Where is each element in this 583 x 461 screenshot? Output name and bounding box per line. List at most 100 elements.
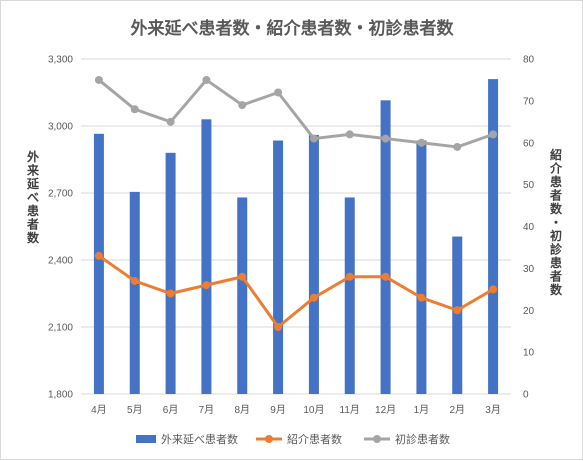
right-tick-label: 10 bbox=[523, 348, 535, 359]
chart-title: 外来延べ患者数・紹介患者数・初診患者数 bbox=[131, 18, 455, 39]
series-point-2 bbox=[417, 138, 426, 147]
x-tick-label: 10月 bbox=[303, 404, 324, 416]
axis-title-char: 者 bbox=[549, 188, 562, 203]
series-point-2 bbox=[94, 75, 103, 84]
series-point-2 bbox=[309, 134, 318, 143]
x-tick-label: 8月 bbox=[234, 404, 250, 416]
bar-outpatient bbox=[165, 152, 176, 394]
left-tick-label: 2,700 bbox=[48, 189, 73, 200]
right-tick-label: 80 bbox=[523, 55, 535, 66]
series-point-1 bbox=[417, 293, 426, 302]
legend: 外来延べ患者数 紹介患者数 初診患者数 bbox=[136, 432, 450, 446]
axis-title-char: 延 bbox=[26, 176, 40, 191]
series-point-1 bbox=[309, 293, 318, 302]
series-point-2 bbox=[238, 101, 247, 110]
series-point-1 bbox=[166, 289, 175, 298]
axis-title-char: べ bbox=[27, 191, 39, 205]
bar-outpatient bbox=[488, 79, 499, 394]
bar-outpatient bbox=[416, 140, 427, 394]
right-tick-label: 40 bbox=[523, 222, 535, 233]
x-tick-label: 7月 bbox=[199, 404, 215, 416]
series-point-1 bbox=[381, 272, 390, 281]
bar-outpatient bbox=[452, 236, 463, 394]
series-point-2 bbox=[166, 117, 175, 126]
series-point-2 bbox=[453, 142, 462, 151]
axis-title-char: 患 bbox=[550, 255, 562, 270]
series-point-1 bbox=[94, 251, 103, 260]
series-point-1 bbox=[202, 281, 211, 290]
left-tick-label: 1,800 bbox=[48, 390, 73, 401]
right-tick-label: 70 bbox=[523, 96, 535, 107]
right-tick-label: 60 bbox=[523, 138, 535, 149]
y-right-axis-title: 紹介患者数・初診患者数 bbox=[549, 147, 563, 297]
bar-outpatient bbox=[237, 197, 248, 394]
legend-swatch-marker bbox=[373, 435, 381, 443]
series-point-2 bbox=[274, 88, 283, 97]
x-tick-label: 4月 bbox=[91, 404, 107, 416]
bar-outpatient bbox=[380, 100, 391, 395]
series-point-1 bbox=[345, 272, 354, 281]
legend-label: 外来延べ患者数 bbox=[161, 433, 238, 446]
line-series bbox=[94, 75, 498, 331]
bar-outpatient bbox=[273, 140, 284, 394]
axis-title-char: 紹 bbox=[550, 147, 562, 162]
right-axis-ticks: 0 10 20 30 40 50 60 70 80 bbox=[523, 55, 535, 401]
bar-outpatient bbox=[201, 119, 212, 395]
right-tick-label: 50 bbox=[523, 180, 535, 191]
legend-label: 初診患者数 bbox=[395, 432, 450, 446]
bar-outpatient bbox=[308, 134, 319, 394]
series-point-1 bbox=[130, 276, 139, 285]
x-tick-label: 6月 bbox=[163, 404, 179, 416]
x-tick-label: 11月 bbox=[340, 404, 360, 416]
x-tick-label: 12月 bbox=[375, 404, 396, 416]
x-axis-ticks: 4月 5月 6月 7月 8月 9月 10月 11月 12月 1月 2月 3月 bbox=[91, 404, 501, 416]
axis-title-char: 数 bbox=[550, 201, 563, 216]
series-line-2 bbox=[97, 78, 494, 149]
axis-title-char: ・ bbox=[550, 216, 562, 230]
bar-outpatient bbox=[129, 191, 140, 394]
axis-title-char: 数 bbox=[27, 230, 40, 245]
series-point-2 bbox=[345, 130, 354, 139]
x-tick-label: 3月 bbox=[485, 404, 501, 416]
x-tick-label: 9月 bbox=[270, 404, 286, 416]
x-tick-label: 1月 bbox=[414, 404, 430, 416]
series-point-2 bbox=[130, 105, 139, 114]
y-left-axis-title: 外来延べ患者数 bbox=[26, 149, 40, 245]
left-tick-label: 2,100 bbox=[48, 323, 73, 334]
series-point-2 bbox=[381, 134, 390, 143]
axis-title-char: 初 bbox=[550, 228, 562, 243]
right-tick-label: 20 bbox=[523, 306, 535, 317]
left-tick-label: 2,400 bbox=[48, 256, 73, 267]
grid-lines bbox=[81, 58, 511, 395]
left-tick-label: 3,000 bbox=[48, 122, 73, 133]
axis-title-char: 外 bbox=[27, 149, 39, 164]
bar-outpatient bbox=[344, 197, 355, 394]
right-tick-label: 30 bbox=[523, 264, 535, 275]
axis-title-char: 者 bbox=[549, 269, 562, 284]
axis-title-char: 診 bbox=[550, 242, 563, 257]
axis-title-char: 患 bbox=[27, 203, 39, 218]
legend-swatch-bar bbox=[136, 435, 156, 443]
series-line-1 bbox=[98, 254, 494, 329]
axis-title-char: 患 bbox=[550, 174, 562, 189]
series-point-1 bbox=[453, 306, 462, 315]
axis-title-char: 者 bbox=[26, 217, 39, 232]
x-tick-label: 2月 bbox=[449, 404, 465, 416]
series-point-1 bbox=[489, 285, 498, 294]
bar-series bbox=[93, 79, 499, 395]
axis-title-char: 数 bbox=[550, 282, 563, 297]
right-tick-label: 0 bbox=[523, 390, 529, 401]
series-point-2 bbox=[489, 130, 498, 139]
axis-title-char: 来 bbox=[26, 163, 40, 178]
axis-title-char: 介 bbox=[549, 161, 563, 176]
series-point-2 bbox=[202, 75, 211, 84]
left-tick-label: 3,300 bbox=[48, 55, 73, 66]
series-point-1 bbox=[274, 323, 283, 331]
x-tick-label: 5月 bbox=[127, 404, 143, 416]
legend-swatch-marker bbox=[265, 435, 273, 443]
left-axis-ticks: 1,800 2,100 2,400 2,700 3,000 3,300 bbox=[48, 55, 73, 401]
series-point-1 bbox=[238, 272, 247, 281]
legend-label: 紹介患者数 bbox=[287, 433, 342, 446]
